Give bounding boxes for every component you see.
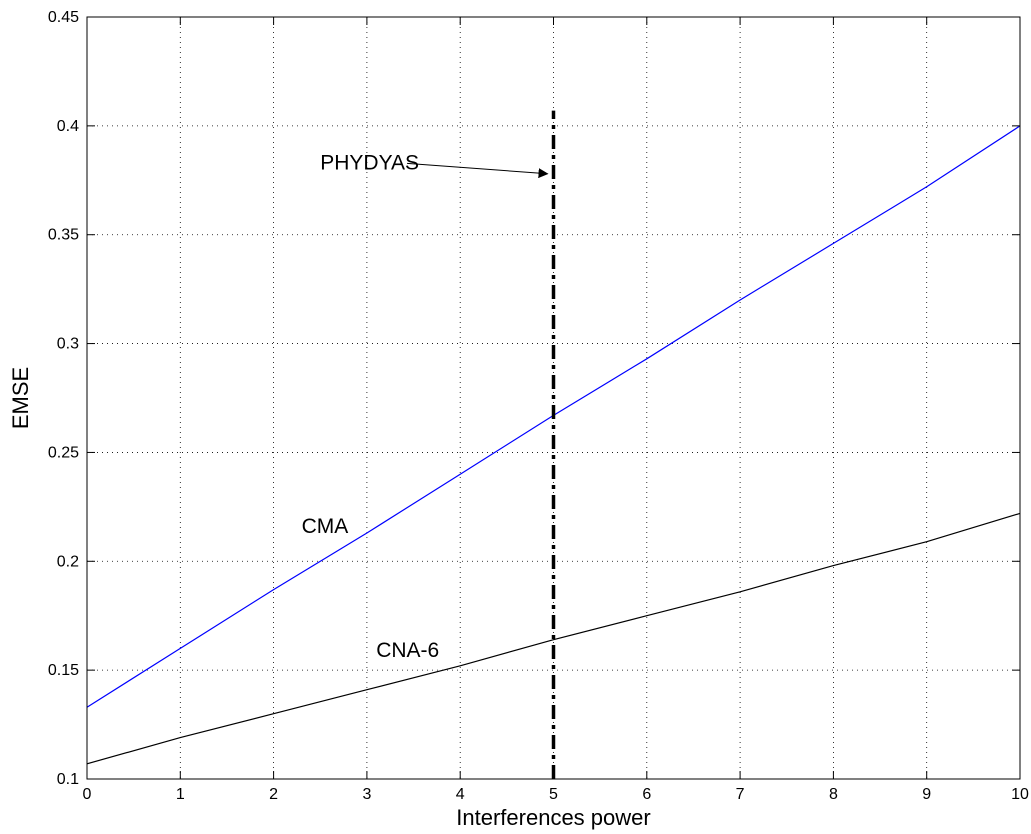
x-tick-label: 6 <box>642 786 651 803</box>
y-tick-label: 0.25 <box>48 444 79 461</box>
x-axis-title: Interferences power <box>456 805 650 830</box>
annotation-cna-6: CNA-6 <box>376 639 439 662</box>
y-tick-label: 0.45 <box>48 9 79 26</box>
x-tick-label: 9 <box>922 786 931 803</box>
annotations: CMA CNA-6 PHYDYAS <box>302 151 549 662</box>
annotation-phydyas: PHYDYAS <box>320 151 419 174</box>
y-tick-label: 0.2 <box>57 553 79 570</box>
x-tick-label: 10 <box>1011 786 1029 803</box>
annotation-arrow <box>407 162 549 179</box>
x-tick-label: 1 <box>176 786 185 803</box>
y-tick-label: 0.4 <box>57 118 79 135</box>
x-tick-label: 0 <box>83 786 92 803</box>
y-tick-label: 0.15 <box>48 662 79 679</box>
x-tick-label: 3 <box>362 786 371 803</box>
x-tick-label: 2 <box>269 786 278 803</box>
y-tick-label: 0.3 <box>57 336 79 353</box>
x-tick-label: 8 <box>829 786 838 803</box>
y-tick-label: 0.35 <box>48 227 79 244</box>
annotation-cma: CMA <box>302 515 349 538</box>
x-tick-label: 4 <box>456 786 465 803</box>
x-tick-label: 5 <box>549 786 558 803</box>
y-tick-label: 0.1 <box>57 771 79 788</box>
y-axis-title: EMSE <box>8 367 33 429</box>
series-line-cna-6 <box>86 512 1021 765</box>
ticks: 0 1 2 3 4 5 6 7 8 9 10 0.1 0.15 0.2 0.25 0.3 0.35 0.4 0.45 <box>48 9 1029 803</box>
x-tick-label: 7 <box>736 786 745 803</box>
